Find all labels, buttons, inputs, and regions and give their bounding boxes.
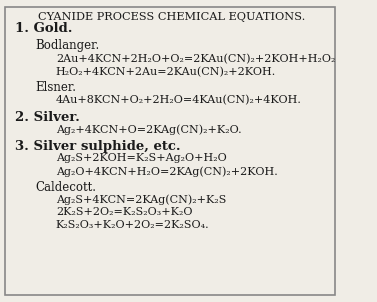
Text: Ag₂+4KCN+O=2KAg(CN)₂+K₂O.: Ag₂+4KCN+O=2KAg(CN)₂+K₂O.: [56, 124, 241, 135]
Text: 4Au+8KCN+O₂+2H₂O=4KAu(CN)₂+4KOH.: 4Au+8KCN+O₂+2H₂O=4KAu(CN)₂+4KOH.: [56, 95, 302, 105]
FancyBboxPatch shape: [5, 7, 335, 295]
Text: Ag₂S+4KCN=2KAg(CN)₂+K₂S: Ag₂S+4KCN=2KAg(CN)₂+K₂S: [56, 194, 226, 205]
Text: Elsner.: Elsner.: [35, 81, 77, 94]
Text: 2Au+4KCN+2H₂O+O₂=2KAu(CN)₂+2KOH+H₂O₂: 2Au+4KCN+2H₂O+O₂=2KAu(CN)₂+2KOH+H₂O₂: [56, 54, 335, 64]
Text: 2. Silver.: 2. Silver.: [15, 111, 80, 124]
Text: Bodlanger.: Bodlanger.: [35, 39, 100, 52]
Text: 1. Gold.: 1. Gold.: [15, 22, 72, 35]
Text: 3. Silver sulphide, etc.: 3. Silver sulphide, etc.: [15, 140, 181, 153]
Text: 2K₂S+2O₂=K₂S₂O₃+K₂O: 2K₂S+2O₂=K₂S₂O₃+K₂O: [56, 207, 192, 217]
Text: K₂S₂O₃+K₂O+2O₂=2K₂SO₄.: K₂S₂O₃+K₂O+2O₂=2K₂SO₄.: [56, 220, 210, 230]
Text: Ag₂S+2KOH=K₂S+Ag₂O+H₂O: Ag₂S+2KOH=K₂S+Ag₂O+H₂O: [56, 153, 227, 163]
Text: H₂O₂+4KCN+2Au=2KAu(CN)₂+2KOH.: H₂O₂+4KCN+2Au=2KAu(CN)₂+2KOH.: [56, 67, 276, 77]
Text: Caldecott.: Caldecott.: [35, 181, 97, 194]
Text: CYANIDE PROCESS CHEMICAL EQUATIONS.: CYANIDE PROCESS CHEMICAL EQUATIONS.: [38, 12, 305, 22]
Text: Ag₂O+4KCN+H₂O=2KAg(CN)₂+2KOH.: Ag₂O+4KCN+H₂O=2KAg(CN)₂+2KOH.: [56, 166, 277, 177]
